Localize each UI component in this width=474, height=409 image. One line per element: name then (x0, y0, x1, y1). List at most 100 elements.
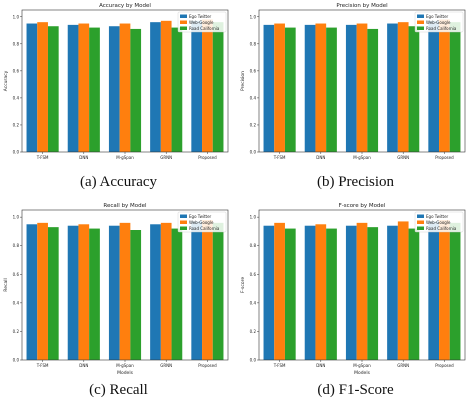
bar-road-california-dnn (326, 228, 337, 360)
bar-web-google-proposed (202, 19, 213, 152)
x-tick-label: GRNN (397, 363, 409, 368)
bar-road-california-t-fsm (284, 27, 296, 153)
plot-frame (21, 209, 229, 361)
bar-road-california-m-gspan (130, 28, 142, 152)
bar-ego-twitter-m-gspan (345, 225, 357, 360)
fscore-chart: F-score by Model F-score 0.0 0.2 0.4 0.6 0.8 1.… (240, 203, 466, 376)
bar-road-california-t-fsm (47, 26, 59, 153)
bar-road-california-t-fsm (284, 228, 296, 360)
x-tick-label: T-FSM (273, 155, 286, 160)
bar-ego-twitter-proposed (191, 221, 203, 360)
y-tick-label: 0.6 (250, 68, 257, 73)
bar-road-california-grnn (171, 228, 183, 360)
legend-box (414, 211, 464, 233)
bar-ego-twitter-t-fsm (263, 24, 275, 152)
bar-ego-twitter-dnn (67, 225, 79, 360)
legend-label-ego-twitter: Ego Twitter (426, 14, 449, 19)
bar-web-google-t-fsm (37, 222, 48, 360)
x-tick-label: DNN (79, 363, 88, 368)
bar-web-google-proposed (202, 220, 213, 360)
bar-web-google-dnn (78, 23, 90, 153)
legend-swatch-ego-twitter (417, 214, 424, 218)
bar-web-google-dnn (78, 224, 90, 360)
bar-ego-twitter-dnn (304, 24, 316, 152)
bar-web-google-m-gspan (119, 222, 131, 360)
bar-ego-twitter-grnn (387, 225, 398, 360)
x-axis-label: Models (354, 370, 371, 376)
bar-ego-twitter-dnn (67, 24, 79, 152)
bar-ego-twitter-dnn (304, 225, 316, 360)
bar-web-google-t-fsm (274, 222, 285, 360)
x-tick-label: Proposed (435, 155, 454, 160)
bar-web-google-proposed (439, 19, 450, 152)
y-axis-label: F-score (240, 277, 246, 294)
legend-swatch-road-california (180, 26, 187, 30)
bar-road-california-proposed (449, 222, 461, 360)
y-tick-label: 0.4 (250, 95, 257, 100)
chart-title: Accuracy by Model (99, 3, 151, 9)
bar-ego-twitter-proposed (428, 20, 440, 153)
x-axis-label: Models (117, 370, 134, 376)
x-tick-label: DNN (316, 155, 325, 160)
legend-label-ego-twitter: Ego Twitter (426, 214, 449, 219)
plot-frame (21, 9, 229, 153)
x-tick-label: GRNN (160, 363, 172, 368)
legend-box (414, 11, 464, 33)
y-tick-label: 0.2 (250, 329, 257, 334)
bar-ego-twitter-t-fsm (263, 225, 275, 360)
x-tick-label: M-gSpan (116, 363, 134, 368)
x-tick-label: M-gSpan (353, 363, 371, 368)
x-tick-label: Proposed (198, 363, 217, 368)
bar-road-california-grnn (408, 228, 420, 360)
y-tick-label: 0.0 (13, 150, 20, 155)
bar-road-california-grnn (408, 26, 420, 153)
legend-swatch-web-google (180, 20, 187, 24)
y-tick-label: 0.8 (13, 243, 20, 248)
bar-ego-twitter-proposed (428, 221, 440, 360)
y-tick-label: 1.0 (13, 215, 20, 220)
y-tick-label: 0.8 (13, 41, 20, 46)
x-tick-label: GRNN (160, 155, 172, 160)
legend-label-web-google: Web-Google (426, 20, 451, 25)
plot-frame (258, 9, 466, 153)
bar-web-google-grnn (160, 20, 172, 153)
legend-box (177, 11, 227, 33)
y-tick-label: 0.8 (250, 41, 257, 46)
bar-web-google-grnn (397, 221, 409, 360)
legend-label-web-google: Web-Google (426, 220, 451, 225)
bar-ego-twitter-grnn (150, 22, 161, 152)
y-tick-label: 0.6 (13, 272, 20, 277)
y-tick-label: 1.0 (250, 215, 257, 220)
y-tick-label: 0.8 (250, 243, 257, 248)
precision-chart: Precision by Model Precision 0.0 0.2 0.4 0.6 0… (240, 3, 466, 160)
bar-road-california-proposed (212, 222, 224, 360)
legend-label-web-google: Web-Google (189, 220, 214, 225)
legend-label-road-california: Road California (189, 226, 220, 231)
bar-ego-twitter-grnn (150, 224, 161, 360)
bar-web-google-dnn (315, 224, 327, 360)
chart-title: Precision by Model (336, 3, 388, 9)
x-tick-label: M-gSpan (353, 155, 371, 160)
y-tick-label: 0.2 (250, 122, 257, 127)
bar-road-california-dnn (326, 27, 337, 153)
legend-label-web-google: Web-Google (189, 20, 214, 25)
y-tick-label: 0.6 (250, 272, 257, 277)
recall-panel: Recall by Model Recall 0.0 0.2 0.4 0.6 0.8 1.0 T… (0, 200, 237, 404)
bar-ego-twitter-grnn (387, 23, 398, 153)
legend-swatch-road-california (417, 226, 424, 230)
legend-label-road-california: Road California (426, 226, 457, 231)
y-tick-label: 0.2 (13, 122, 20, 127)
bar-ego-twitter-m-gspan (345, 24, 357, 152)
bar-ego-twitter-m-gspan (108, 26, 120, 153)
bar-web-google-m-gspan (356, 23, 368, 153)
bar-road-california-m-gspan (367, 28, 379, 152)
bar-road-california-m-gspan (367, 227, 379, 360)
y-tick-label: 0.0 (13, 358, 20, 363)
accuracy-panel: Accuracy by Model Accuracy 0.0 0.2 0.4 0.6 0.8… (0, 0, 237, 204)
y-tick-label: 0.6 (13, 68, 20, 73)
bar-road-california-m-gspan (130, 230, 142, 360)
bar-web-google-m-gspan (356, 222, 368, 360)
bar-road-california-dnn (89, 228, 100, 360)
chart-title: F-score by Model (339, 203, 386, 209)
bar-ego-twitter-t-fsm (26, 23, 38, 153)
